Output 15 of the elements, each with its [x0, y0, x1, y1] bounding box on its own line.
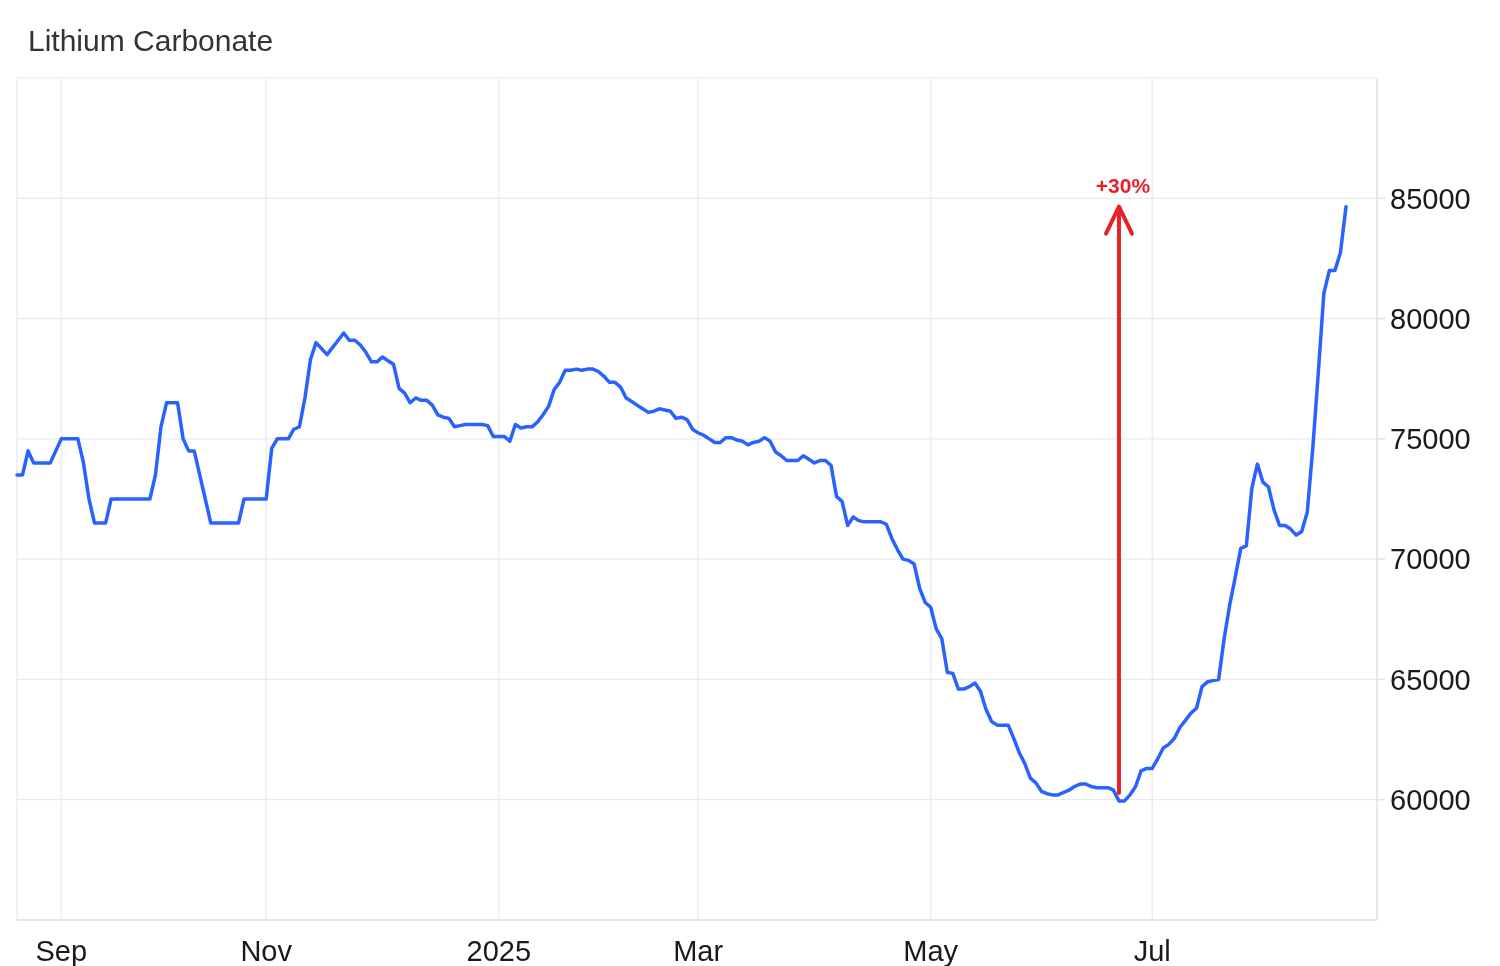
x-tick-label: Jul: [1133, 934, 1171, 966]
line-series: [15, 204, 1348, 803]
chart-title: Lithium Carbonate: [28, 24, 274, 57]
y-tick-label: 80000: [1390, 302, 1471, 335]
x-tick-label: 2025: [466, 934, 532, 966]
annotation: +30%: [1095, 173, 1151, 197]
y-tick-label: 65000: [1390, 663, 1471, 696]
x-tick-label: Nov: [240, 934, 293, 966]
y-tick-label: 70000: [1390, 543, 1471, 576]
y-tick-label: 85000: [1390, 182, 1471, 215]
x-tick-label: Mar: [673, 934, 724, 966]
y-tick-label: 75000: [1390, 423, 1471, 456]
x-tick-label: Sep: [35, 934, 88, 966]
y-tick-label: 60000: [1390, 784, 1471, 817]
x-tick-label: May: [903, 934, 959, 966]
